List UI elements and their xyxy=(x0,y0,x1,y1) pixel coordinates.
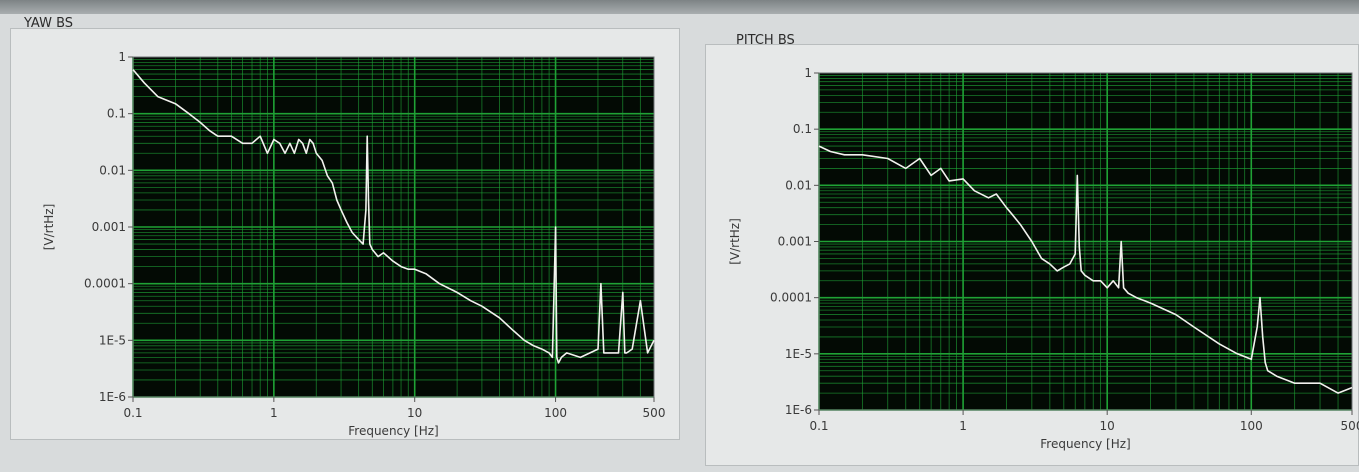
chart-title: YAW BS xyxy=(24,16,74,31)
y-tick-label: 1E-6 xyxy=(785,403,812,417)
y-tick-label: 0.001 xyxy=(92,220,126,234)
y-tick-label: 1E-5 xyxy=(99,333,126,347)
x-tick-label: 0.1 xyxy=(809,419,828,433)
x-tick-label: 100 xyxy=(544,406,567,420)
y-tick-label: 0.01 xyxy=(99,163,126,177)
x-tick-label: 0.1 xyxy=(123,406,142,420)
y-axis-label: [V/rtHz] xyxy=(728,218,742,265)
x-tick-label: 10 xyxy=(407,406,422,420)
y-tick-label: 0.1 xyxy=(107,107,126,121)
chart-title: PITCH BS xyxy=(736,33,795,48)
window-top-strip xyxy=(0,0,1359,14)
grid xyxy=(818,73,1353,411)
x-axis-label: Frequency [Hz] xyxy=(348,424,439,438)
y-tick-label: 1 xyxy=(118,50,126,64)
x-axis-label: Frequency [Hz] xyxy=(1040,437,1131,451)
y-axis-label: [V/rtHz] xyxy=(42,204,56,251)
y-tick-label: 1 xyxy=(804,66,812,80)
y-tick-label: 0.01 xyxy=(785,178,812,192)
y-tick-label: 1E-6 xyxy=(99,390,126,404)
x-tick-label: 1 xyxy=(959,419,967,433)
series-line xyxy=(818,145,1353,394)
pitch-chart: 1 0.1 0.01 0.001 0.0001 1E-5 1E-6 0.1 1 10 100 500 F… xyxy=(728,66,1359,451)
y-tick-label: 1E-5 xyxy=(785,347,812,361)
x-tick-label: 500 xyxy=(1341,419,1359,433)
x-tick-label: 10 xyxy=(1100,419,1115,433)
yaw-chart: 1 0.1 0.01 0.001 0.0001 1E-5 1E-6 0.1 1 10 100 500 F… xyxy=(42,50,666,438)
x-tick-label: 100 xyxy=(1240,419,1263,433)
x-tick-label: 500 xyxy=(643,406,666,420)
series-line xyxy=(132,69,655,364)
y-tick-label: 0.1 xyxy=(793,122,812,136)
y-tick-label: 0.0001 xyxy=(770,291,812,305)
x-tick-label: 1 xyxy=(270,406,278,420)
y-tick-label: 0.0001 xyxy=(84,277,126,291)
y-tick-label: 0.001 xyxy=(778,235,812,249)
